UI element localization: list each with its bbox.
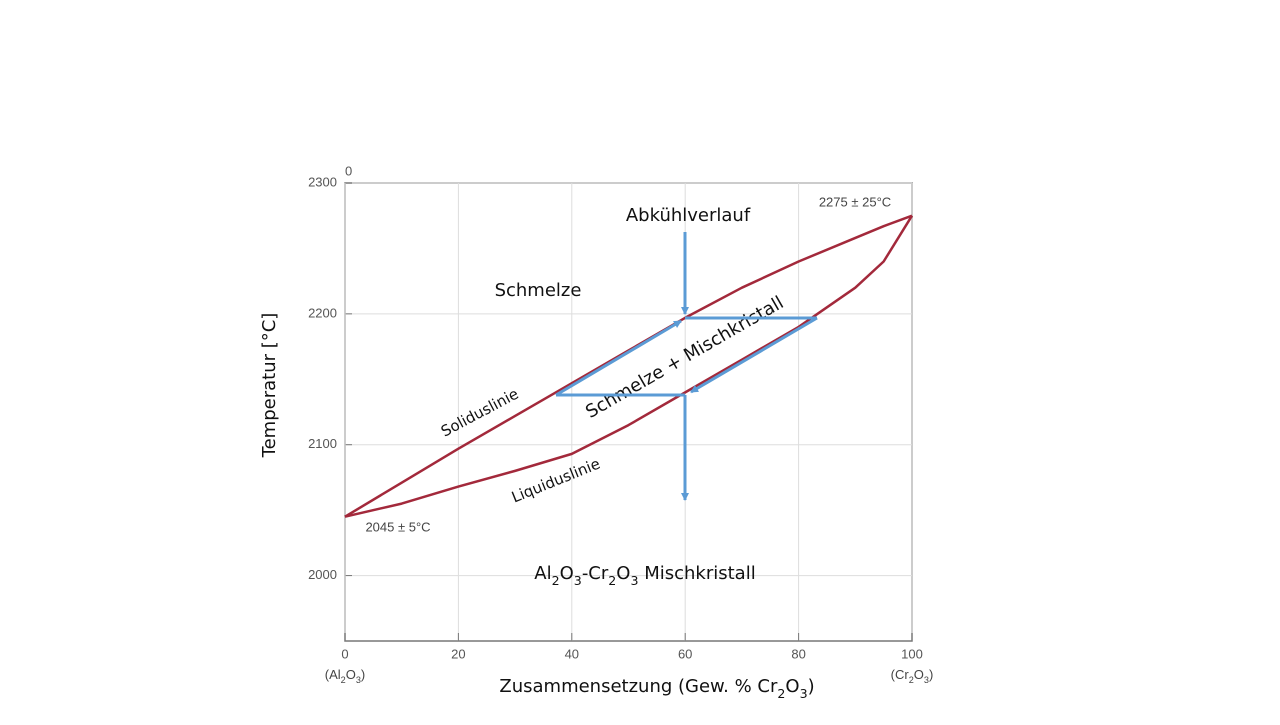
subscript: 3 bbox=[800, 686, 808, 701]
annotation: 2275 ± 25°C bbox=[819, 194, 891, 209]
text-part: (Al bbox=[325, 667, 341, 682]
y-tick-label: 2300 bbox=[308, 174, 337, 189]
text-part: O bbox=[914, 667, 924, 682]
text-part: (Cr bbox=[891, 667, 910, 682]
x-end-label: (Cr2O3) bbox=[891, 667, 934, 685]
subscript: 2 bbox=[552, 573, 560, 588]
text-part: O bbox=[346, 667, 356, 682]
corner-label: 0 bbox=[345, 163, 352, 178]
y-tick-label: 2200 bbox=[308, 305, 337, 320]
subscript: 2 bbox=[608, 573, 616, 588]
x-tick-label: 100 bbox=[901, 646, 923, 661]
text-part: Mischkristall bbox=[638, 563, 755, 584]
text-part: Zusammensetzung (Gew. % Cr bbox=[499, 676, 778, 697]
y-tick-label: 2100 bbox=[308, 436, 337, 451]
text-part: O bbox=[560, 563, 574, 584]
phase-curve bbox=[344, 214, 913, 518]
subscript: 3 bbox=[356, 675, 361, 685]
x-tick-label: 40 bbox=[565, 646, 579, 661]
x-tick-label: 80 bbox=[791, 646, 805, 661]
x-tick-label: 0 bbox=[341, 646, 348, 661]
text-part: -Cr bbox=[582, 563, 609, 584]
text-part: Al bbox=[534, 563, 551, 584]
y-tick-label: 2000 bbox=[308, 567, 337, 582]
subscript: 3 bbox=[574, 573, 582, 588]
cooling-path bbox=[555, 232, 818, 501]
annotation: 2045 ± 5°C bbox=[365, 519, 430, 534]
x-tick-label: 20 bbox=[451, 646, 465, 661]
annotation: Al2O3-Cr2O3 Mischkristall bbox=[534, 563, 755, 588]
annotation: Schmelze bbox=[495, 280, 582, 301]
text-part: ) bbox=[929, 667, 933, 682]
arrow bbox=[690, 316, 818, 394]
x-tick-label: 60 bbox=[678, 646, 692, 661]
x-axis-label: Zusammensetzung (Gew. % Cr2O3) bbox=[499, 676, 814, 701]
arrow bbox=[555, 319, 682, 397]
annotation: Abkühlverlauf bbox=[626, 205, 751, 226]
subscript: 3 bbox=[924, 675, 929, 685]
subscript: 3 bbox=[630, 573, 638, 588]
curve-label: Liquiduslinie bbox=[509, 455, 603, 507]
subscript: 2 bbox=[909, 675, 914, 685]
y-axis-label: Temperatur [°C] bbox=[259, 313, 280, 459]
text-part: ) bbox=[361, 667, 365, 682]
text-part: ) bbox=[808, 676, 815, 697]
subscript: 2 bbox=[777, 686, 785, 701]
subscript: 2 bbox=[341, 675, 346, 685]
text-part: O bbox=[785, 676, 799, 697]
text-part: O bbox=[616, 563, 630, 584]
x-end-label: (Al2O3) bbox=[325, 667, 365, 685]
curve-label: Soliduslinie bbox=[438, 385, 522, 441]
phase-curve bbox=[344, 215, 914, 518]
